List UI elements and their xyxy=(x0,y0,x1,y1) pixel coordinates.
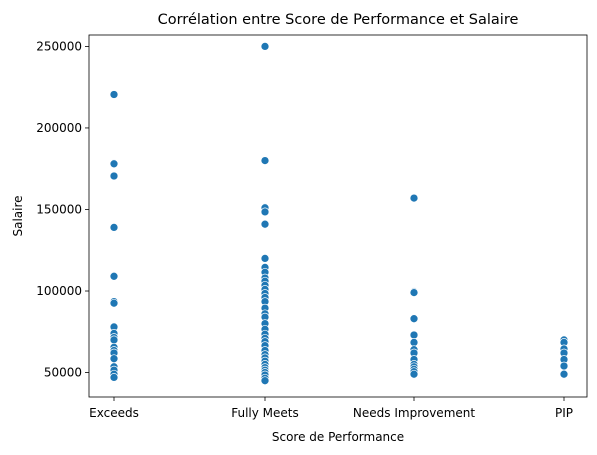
y-axis-ticks: 50000 100000 150000 200000 250000 xyxy=(36,39,89,380)
data-point xyxy=(109,354,119,364)
data-point xyxy=(409,330,419,340)
data-point xyxy=(260,219,270,229)
data-point xyxy=(260,376,270,386)
data-point xyxy=(559,361,569,371)
x-tick-label: Needs Improvement xyxy=(353,406,475,420)
data-point xyxy=(109,335,119,345)
data-point xyxy=(409,193,419,203)
x-axis-label: Score de Performance xyxy=(272,430,404,444)
data-point xyxy=(260,254,270,263)
data-points xyxy=(109,42,569,386)
y-axis-label: Salaire xyxy=(11,195,25,236)
data-point xyxy=(109,298,119,308)
data-point xyxy=(109,171,119,181)
data-point xyxy=(409,288,419,297)
data-point xyxy=(109,90,119,99)
data-point xyxy=(109,159,119,169)
data-point xyxy=(260,42,270,51)
data-point xyxy=(109,373,119,382)
y-tick-label: 250000 xyxy=(36,39,82,53)
y-tick-label: 200000 xyxy=(36,121,82,135)
data-point xyxy=(409,338,419,347)
y-tick-label: 150000 xyxy=(36,202,82,216)
x-tick-label: Exceeds xyxy=(89,406,139,420)
x-tick-label: Fully Meets xyxy=(231,406,299,420)
chart-title: Corrélation entre Score de Performance e… xyxy=(158,12,519,28)
data-point xyxy=(109,223,119,232)
data-point xyxy=(260,207,270,217)
data-point xyxy=(409,369,419,379)
data-point xyxy=(109,271,119,281)
plot-frame xyxy=(88,34,588,398)
x-axis-ticks: Exceeds Fully Meets Needs Improvement PIP xyxy=(89,397,573,420)
y-tick-label: 100000 xyxy=(36,284,82,298)
data-point xyxy=(260,156,270,165)
data-point xyxy=(559,369,569,379)
data-point xyxy=(409,314,419,324)
y-tick-label: 50000 xyxy=(44,366,82,380)
x-tick-label: PIP xyxy=(555,406,573,420)
